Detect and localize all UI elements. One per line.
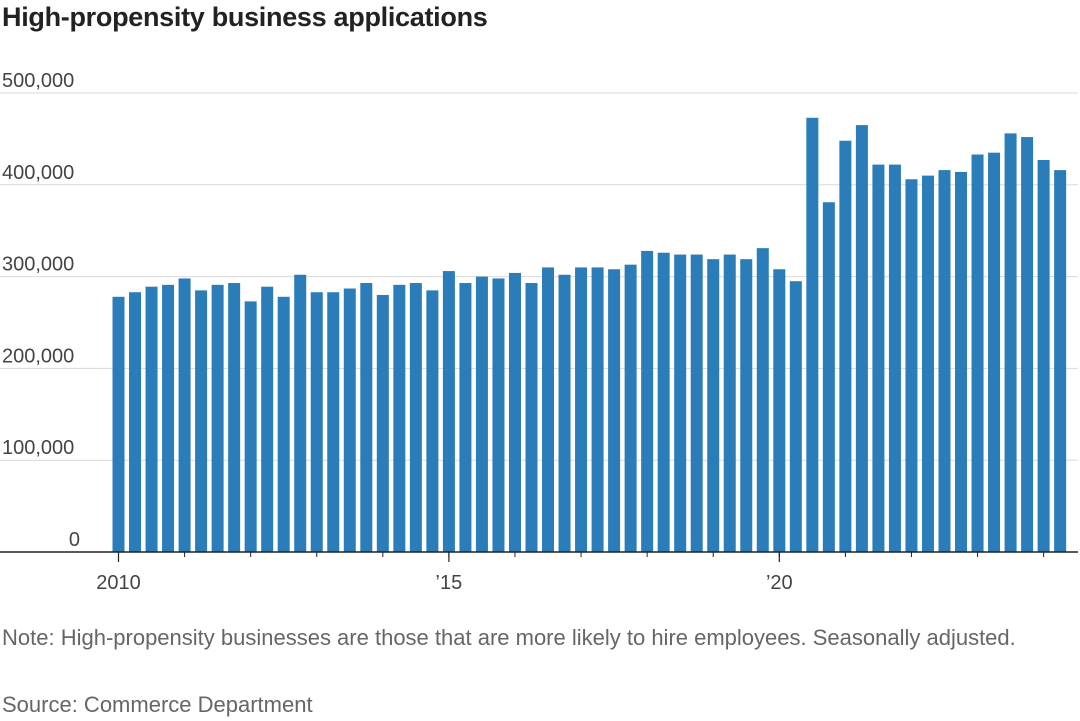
bar	[971, 154, 984, 552]
bar	[657, 252, 670, 553]
bar	[756, 248, 769, 552]
chart-note: Note: High-propensity businesses are tho…	[2, 625, 1016, 650]
x-tick-label: 2010	[96, 572, 141, 594]
bar	[542, 267, 555, 552]
bar	[1054, 170, 1067, 553]
bars	[112, 117, 1067, 553]
bar	[558, 274, 571, 552]
bar	[822, 202, 835, 553]
bar	[641, 250, 654, 552]
bar	[608, 269, 621, 552]
bar	[839, 140, 852, 553]
bar	[244, 301, 257, 552]
x-axis: 2010 ’15 ’20	[0, 551, 1078, 594]
bar	[261, 286, 274, 552]
bar	[294, 274, 307, 552]
bar	[921, 175, 934, 552]
bar	[740, 259, 753, 552]
bar	[707, 259, 720, 552]
x-tick-label: ’20	[766, 572, 793, 594]
bar	[1037, 160, 1050, 552]
bar	[277, 296, 290, 552]
bar	[426, 290, 439, 552]
y-tick-label: 200,000	[2, 345, 74, 367]
bar	[806, 117, 819, 552]
y-tick-labels: 0 100,000 200,000 300,000 400,000 500,000	[2, 70, 80, 551]
bar	[442, 271, 455, 552]
bar	[211, 284, 224, 552]
bar	[327, 292, 340, 552]
bar	[888, 164, 901, 552]
y-tick-label: 400,000	[2, 162, 74, 184]
bar	[310, 292, 323, 552]
bar	[988, 152, 1001, 553]
bar	[475, 276, 488, 552]
bar	[624, 264, 637, 552]
bar	[195, 290, 208, 552]
bar	[905, 179, 918, 553]
bar	[343, 288, 356, 552]
bar	[178, 278, 191, 552]
bar	[162, 284, 175, 552]
x-tick-label: ’15	[436, 572, 463, 594]
bar	[492, 278, 505, 552]
y-tick-label: 100,000	[2, 437, 74, 459]
bar	[855, 125, 868, 552]
bar	[525, 283, 538, 552]
bar	[723, 254, 736, 552]
bar	[674, 254, 687, 552]
bar	[955, 171, 968, 552]
bar	[360, 283, 373, 552]
bar	[228, 283, 241, 552]
chart-source: Source: Commerce Department	[2, 692, 313, 717]
bar	[591, 267, 604, 552]
y-tick-label: 500,000	[2, 70, 74, 92]
bar	[112, 296, 125, 552]
bar	[393, 284, 406, 552]
bar	[1004, 133, 1017, 552]
bar	[376, 294, 389, 552]
bar	[459, 283, 472, 552]
bar	[145, 286, 158, 552]
chart-plot: 0 100,000 200,000 300,000 400,000 500,000 201…	[0, 70, 1078, 594]
bar	[409, 283, 422, 552]
bar	[872, 164, 885, 552]
bar	[129, 292, 142, 552]
bar	[575, 267, 588, 552]
bar	[1021, 137, 1034, 552]
bar	[789, 281, 802, 552]
bar	[938, 170, 951, 553]
y-tick-label: 300,000	[2, 254, 74, 276]
bar	[773, 269, 786, 552]
y-tick-label: 0	[69, 529, 80, 551]
bar	[690, 254, 703, 552]
chart-title: High-propensity business applications	[2, 2, 488, 32]
bar	[508, 272, 521, 552]
